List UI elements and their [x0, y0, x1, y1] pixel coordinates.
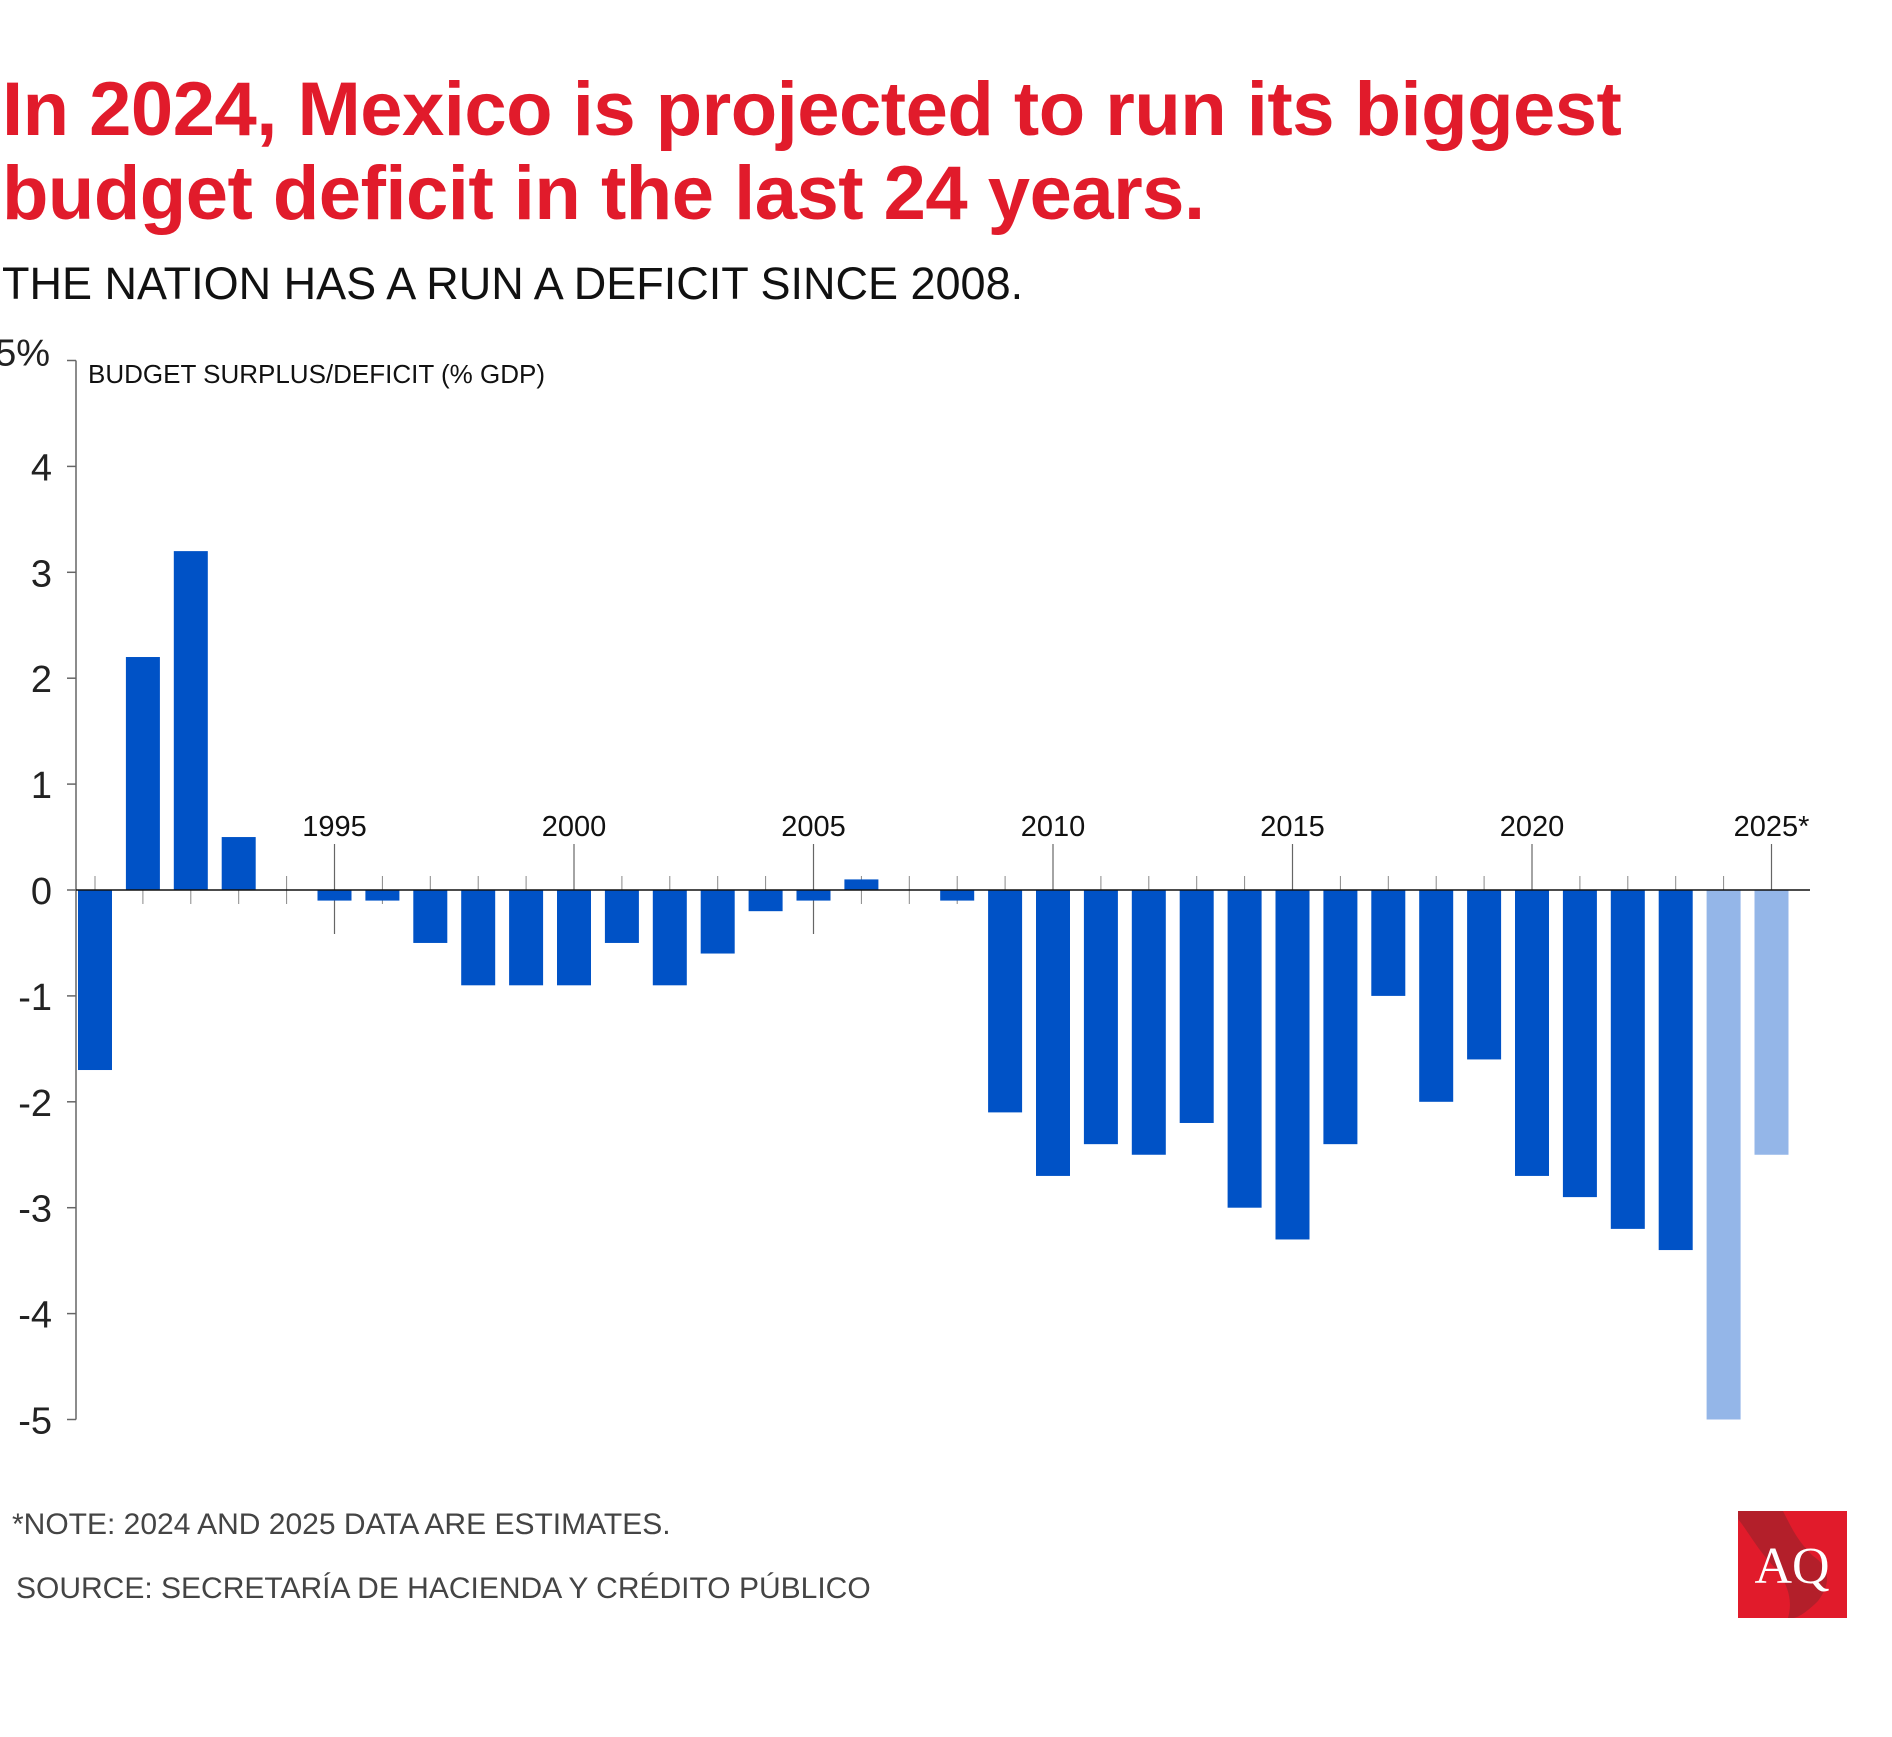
bar-1998	[461, 890, 496, 986]
source-note: SOURCE: SECRETARÍA DE HACIENDA Y CRÉDITO…	[16, 1572, 871, 1605]
y-axis-label: BUDGET SURPLUS/DEFICIT (% GDP)	[88, 359, 545, 389]
bar-2002	[652, 890, 687, 986]
bar-2003	[700, 890, 735, 954]
y-tick-label: 0	[31, 871, 52, 913]
bar-1996	[365, 890, 400, 901]
y-tick-label: 2	[31, 659, 52, 701]
bar-1995	[317, 890, 352, 901]
bar-2008	[940, 890, 975, 901]
bar-2000	[557, 890, 591, 986]
bar-2006	[844, 879, 879, 890]
bar-2018	[1419, 890, 1454, 1102]
chart-title: In 2024, Mexico is projected to run its …	[2, 67, 1622, 236]
aq-logo: AQ	[1738, 1511, 1847, 1618]
svg-text:AQ: AQ	[1754, 1538, 1829, 1595]
y-tick-label: -4	[18, 1295, 52, 1337]
bar-2017	[1371, 890, 1406, 996]
bar-2013	[1179, 890, 1214, 1123]
bar-2004	[748, 890, 783, 912]
y-tick-label: -5	[18, 1401, 52, 1443]
bar-2025	[1754, 890, 1789, 1155]
y-tick-label: -2	[18, 1083, 52, 1125]
x-tick-label: 2025*	[1734, 811, 1810, 843]
bar-2010	[1036, 890, 1070, 1176]
bar-2001	[604, 890, 639, 943]
bar-2016	[1323, 890, 1358, 1145]
bar-1991	[125, 657, 160, 890]
bar-2014	[1227, 890, 1262, 1208]
bar-2022	[1610, 890, 1645, 1229]
y-tick-label: -3	[18, 1189, 52, 1231]
bar-1992	[173, 551, 208, 890]
bar-1993	[221, 837, 256, 890]
x-tick-label: 1995	[302, 811, 367, 843]
estimate-note: *NOTE: 2024 AND 2025 DATA ARE ESTIMATES.	[12, 1508, 671, 1541]
bar-2005	[796, 890, 831, 901]
x-tick-label: 2000	[542, 811, 607, 843]
bar-1990	[78, 890, 112, 1071]
y-tick-label: 3	[31, 553, 52, 595]
bar-2011	[1083, 890, 1118, 1145]
bar-2024	[1706, 890, 1741, 1420]
bar-2019	[1467, 890, 1502, 1060]
x-tick-label: 2015	[1260, 811, 1325, 843]
bar-1999	[509, 890, 544, 986]
bar-2015	[1275, 890, 1310, 1240]
x-tick-label: 2005	[781, 811, 846, 843]
bar-2021	[1562, 890, 1597, 1198]
chart-subtitle: THE NATION HAS A RUN A DEFICIT SINCE 200…	[2, 258, 1024, 309]
bar-2020	[1515, 890, 1549, 1176]
x-tick-label: 2020	[1500, 811, 1565, 843]
bar-2023	[1658, 890, 1693, 1251]
y-tick-label: -1	[18, 977, 52, 1019]
y-tick-label: 1	[31, 765, 52, 807]
bar-2009	[988, 890, 1023, 1113]
y-tick-label: 4	[31, 447, 52, 489]
bar-1997	[413, 890, 448, 943]
y-tick-label: 5%	[0, 333, 50, 375]
bar-2012	[1131, 890, 1166, 1155]
x-tick-label: 2010	[1021, 811, 1086, 843]
